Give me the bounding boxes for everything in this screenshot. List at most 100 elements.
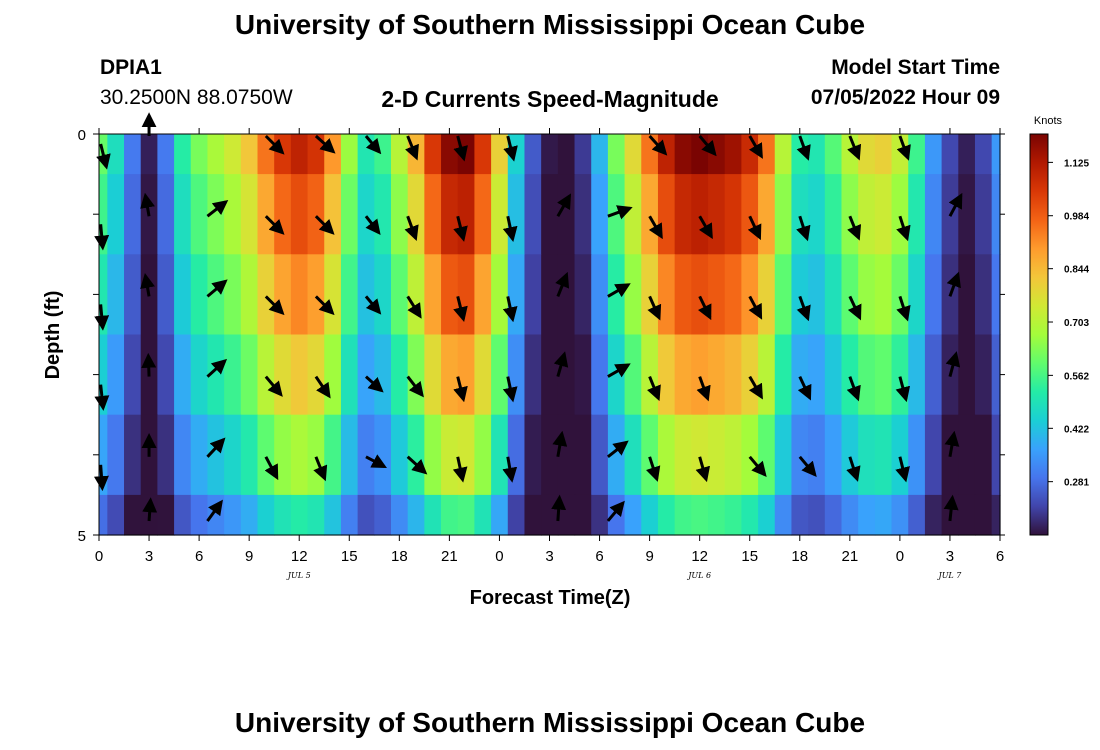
current-arrow: [896, 295, 911, 322]
heatmap-cell: [157, 254, 175, 336]
heatmap-cell: [774, 414, 793, 496]
heatmap-cell: [891, 414, 909, 496]
heatmap-cell: [174, 414, 192, 496]
heatmap-cell: [974, 254, 993, 336]
heatmap-cell: [424, 414, 442, 496]
heatmap-cell: [441, 134, 459, 175]
heatmap-cell: [557, 134, 576, 175]
heatmap-cell: [224, 334, 242, 416]
heatmap-cell: [824, 414, 843, 496]
heatmap-cell: [991, 174, 1001, 255]
current-arrow: [748, 455, 767, 478]
heatmap-cell: [708, 254, 726, 336]
x-tick-label: 0: [95, 548, 103, 565]
heatmap-cell: [758, 254, 776, 336]
heatmap-cell: [841, 494, 859, 536]
x-axis-title: Forecast Time(Z): [470, 587, 631, 609]
station-id: DPIA1: [100, 56, 162, 79]
heatmap-cell: [357, 494, 375, 536]
colorbar-tick-label: 0.562: [1064, 371, 1089, 382]
heatmap-cell: [824, 494, 843, 536]
heatmap-cell: [441, 334, 459, 416]
heatmap-cell: [390, 134, 409, 175]
heatmap-cell: [657, 494, 676, 536]
heatmap-cell: [674, 414, 692, 496]
heatmap-cell: [474, 254, 492, 336]
current-arrow: [696, 376, 711, 402]
x-tick-label: 0: [896, 548, 904, 565]
heatmap-cell: [524, 254, 542, 336]
x-tick-label: 6: [195, 548, 203, 565]
heatmap-cell: [524, 134, 542, 175]
colorbar-tick-label: 0.281: [1064, 478, 1089, 489]
heatmap-cell: [190, 134, 209, 175]
current-arrow: [555, 271, 570, 297]
heatmap-cell: [908, 334, 926, 416]
heatmap-cell: [557, 334, 576, 416]
heatmap-cell: [891, 334, 909, 416]
current-arrow: [896, 215, 911, 242]
x-tick-label: 15: [741, 548, 758, 565]
current-arrow: [846, 456, 861, 482]
x-tick-label: 3: [145, 548, 153, 565]
current-arrow: [943, 494, 959, 522]
x-tick-label: 3: [545, 548, 553, 565]
heatmap-cell: [674, 174, 692, 255]
heatmap-cell: [374, 254, 392, 336]
heatmap-cell: [457, 494, 476, 536]
y-tick-bottom: 5: [78, 528, 86, 545]
heatmap-cell: [124, 414, 142, 496]
heatmap-cell: [657, 134, 676, 175]
heatmap-cell: [724, 254, 742, 336]
current-arrow: [142, 497, 158, 522]
heatmap-cell: [924, 334, 943, 416]
heatmap-cell: [858, 254, 876, 336]
x-tick-label: 15: [341, 548, 358, 565]
current-arrow: [607, 363, 631, 378]
heatmap-cell: [641, 134, 659, 175]
heatmap-cell: [908, 414, 926, 496]
heatmap-cell: [107, 334, 125, 416]
heatmap-cell: [257, 254, 275, 336]
heatmap-cell: [107, 134, 125, 175]
current-arrow: [646, 376, 661, 402]
current-arrow: [948, 192, 963, 217]
date-labels: JUL 5 JUL 6 JUL 7: [286, 571, 963, 580]
heatmap-cell: [924, 254, 943, 336]
x-tick-label: 18: [791, 548, 808, 565]
heatmap-cell: [124, 334, 142, 416]
current-arrow: [796, 215, 811, 242]
heatmap-cell: [374, 134, 392, 175]
heatmap-cell: [691, 414, 709, 496]
heatmap-cell: [274, 414, 292, 496]
current-arrow: [647, 295, 662, 321]
current-arrow: [94, 384, 110, 411]
current-arrow: [646, 456, 661, 482]
heatmap-cell: [357, 254, 375, 336]
current-arrow: [502, 376, 518, 403]
date-label: JUL 6: [686, 571, 711, 580]
heatmap-cell: [507, 414, 526, 496]
heatmap-cell: [874, 134, 893, 175]
heatmap-cell: [390, 494, 409, 536]
heatmap-cell: [791, 494, 809, 536]
heatmap-cell: [457, 414, 476, 496]
heatmap-cell: [991, 254, 1001, 336]
heatmap-cell: [758, 174, 776, 255]
heatmap-cell: [541, 414, 559, 496]
heatmap-cell: [991, 414, 1001, 496]
heatmap-cell: [257, 334, 275, 416]
heatmap-cell: [374, 334, 392, 416]
current-arrow: [404, 215, 419, 242]
current-arrow: [140, 272, 155, 297]
heatmap-cell: [741, 414, 759, 496]
current-arrow: [206, 199, 229, 218]
heatmap-cell: [741, 134, 759, 175]
heatmap-cell: [107, 174, 125, 255]
heatmap-cell: [207, 414, 225, 496]
heatmap-cell: [524, 414, 542, 496]
heatmap-cell: [274, 494, 292, 536]
heatmap-cell: [407, 414, 425, 496]
current-arrow: [748, 295, 763, 320]
heatmap-cell: [190, 174, 209, 255]
